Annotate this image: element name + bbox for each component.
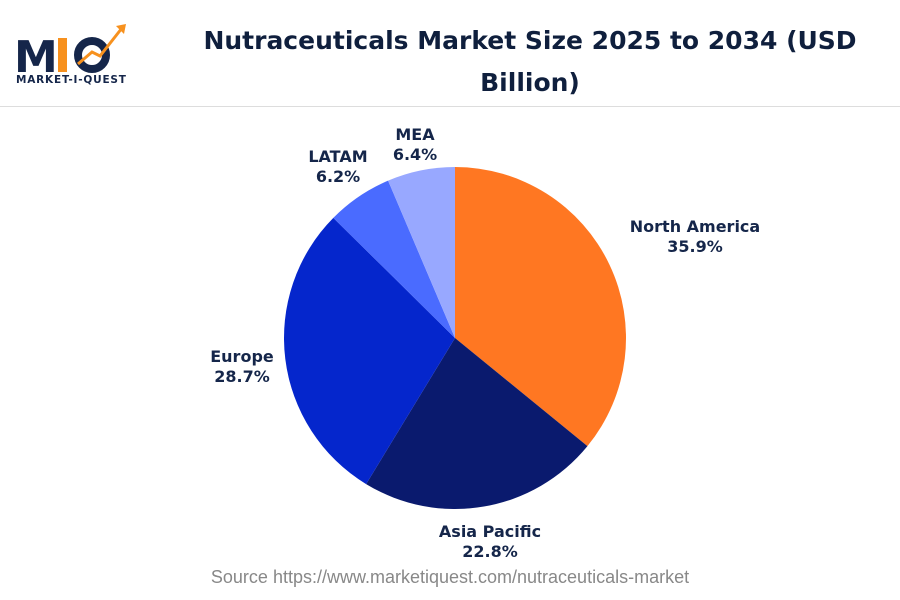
slice-label: Europe 28.7% xyxy=(210,347,274,386)
pie-slice-latam xyxy=(333,180,455,338)
logo-text: MARKET-I-QUEST xyxy=(16,74,127,86)
divider xyxy=(0,106,900,107)
pie-slice-mea xyxy=(388,167,455,338)
logo: M xyxy=(14,24,126,83)
pie-slice-asia-pacific xyxy=(366,338,588,509)
slice-label: MEA 6.4% xyxy=(393,125,437,164)
pie-slice-north-america xyxy=(455,167,626,447)
pie-slice-europe xyxy=(283,217,455,485)
svg-text:M: M xyxy=(14,32,58,83)
slice-label: Asia Pacific 22.8% xyxy=(439,522,541,561)
chart-title: Nutraceuticals Market Size 2025 to 2034 … xyxy=(203,26,857,97)
source-text: Source https://www.marketiquest.com/nutr… xyxy=(210,567,690,587)
slice-label: LATAM 6.2% xyxy=(308,147,367,186)
slice-label: North America 35.9% xyxy=(630,217,760,256)
